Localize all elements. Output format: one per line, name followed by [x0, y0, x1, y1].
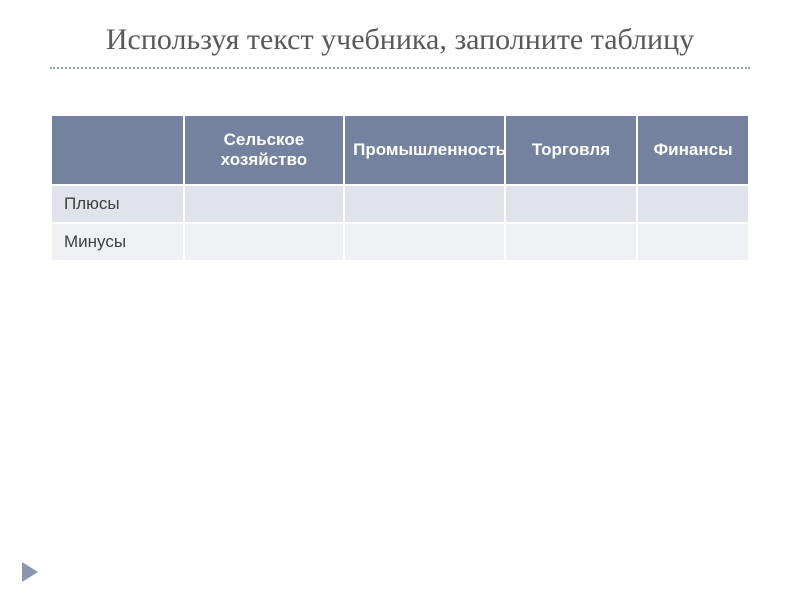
table-header-row: Сельское хозяйство Промышленность Торгов… [51, 115, 749, 185]
table-row: Плюсы [51, 185, 749, 223]
main-table: Сельское хозяйство Промышленность Торгов… [50, 114, 750, 262]
row-label-minus: Минусы [51, 223, 184, 261]
cell [637, 223, 749, 261]
cell [637, 185, 749, 223]
cell [184, 185, 345, 223]
table-header-blank [51, 115, 184, 185]
cell [505, 223, 638, 261]
title-divider [50, 67, 750, 69]
slide: Используя текст учебника, заполните табл… [0, 0, 800, 600]
table-container: Сельское хозяйство Промышленность Торгов… [50, 114, 750, 262]
cell [184, 223, 345, 261]
next-arrow-icon[interactable] [22, 562, 38, 582]
row-label-plus: Плюсы [51, 185, 184, 223]
table-header-col4: Финансы [637, 115, 749, 185]
cell [344, 223, 505, 261]
cell [505, 185, 638, 223]
cell [344, 185, 505, 223]
table-header-col2: Промышленность [344, 115, 505, 185]
table-row: Минусы [51, 223, 749, 261]
table-header-col1: Сельское хозяйство [184, 115, 345, 185]
page-title: Используя текст учебника, заполните табл… [50, 20, 750, 59]
table-header-col3: Торговля [505, 115, 638, 185]
